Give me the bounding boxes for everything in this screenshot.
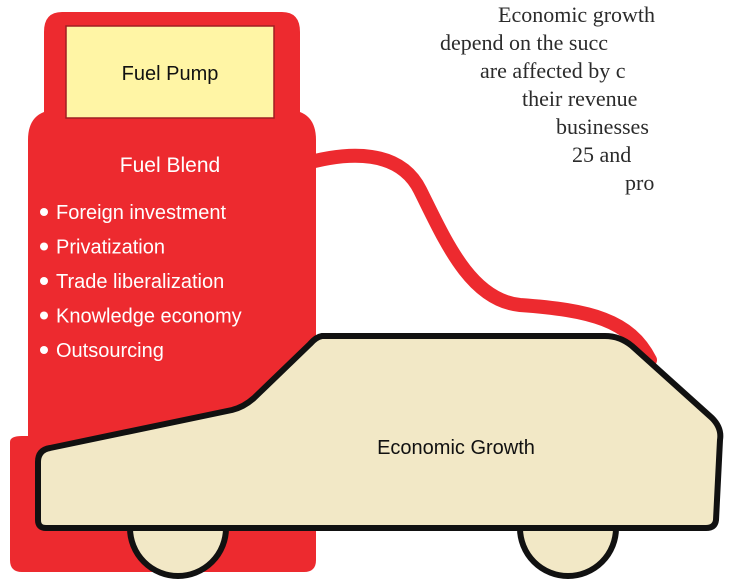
paragraph-line: are affected by c: [480, 58, 626, 83]
paragraph-line: pro: [625, 170, 654, 195]
blend-item: Knowledge economy: [56, 306, 242, 328]
car-body: [35, 333, 724, 531]
bullet: [40, 311, 48, 320]
hose: [293, 148, 657, 367]
paragraph-line: Economic growth: [498, 2, 655, 27]
blend-title: Fuel Blend: [120, 154, 220, 177]
bullet: [40, 242, 48, 251]
paragraph-line: their revenue: [522, 86, 637, 111]
bullet: [40, 346, 48, 354]
blend-list: Foreign investment Privatization Trade lib…: [40, 202, 242, 362]
pump-display: [65, 25, 275, 119]
pump-label: Fuel Pump: [122, 63, 219, 85]
blend-item: Privatization: [56, 237, 165, 259]
bullet: [40, 277, 48, 285]
paragraph: Economic growth depend on the succ are aff…: [440, 2, 655, 195]
paragraph-line: depend on the succ: [440, 30, 608, 55]
car-label: Economic Growth: [377, 437, 535, 459]
blend-item: Outsourcing: [56, 340, 164, 362]
blend-item: Foreign investment: [56, 202, 227, 224]
paragraph-line: businesses: [556, 114, 649, 139]
bullet: [40, 208, 48, 216]
paragraph-line: 25 and: [572, 142, 631, 167]
blend-item: Trade liberalization: [56, 271, 224, 293]
